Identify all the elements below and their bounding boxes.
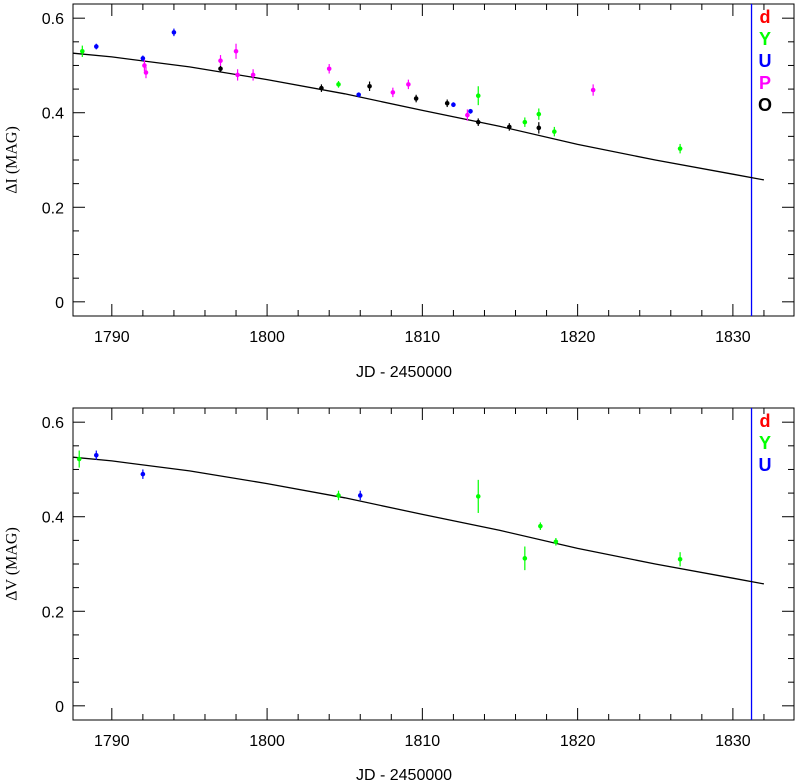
data-point bbox=[233, 48, 239, 54]
plot-frame bbox=[72, 407, 795, 721]
x-tick-label: 1810 bbox=[405, 733, 441, 750]
x-tick-label: 1790 bbox=[94, 733, 130, 750]
x-tick-label: 1830 bbox=[715, 329, 751, 346]
series-Y bbox=[76, 450, 683, 571]
data-point bbox=[356, 92, 361, 98]
data-point bbox=[590, 87, 596, 93]
data-point bbox=[677, 556, 683, 562]
data-point bbox=[336, 82, 341, 87]
data-point bbox=[406, 82, 411, 87]
legend-label-d: d bbox=[760, 411, 771, 431]
data-point bbox=[677, 146, 683, 151]
data-point bbox=[475, 93, 481, 99]
x-tick-label: 1830 bbox=[715, 733, 751, 750]
chart-panel-top: 1790 1800 1810 1820 1830 0 0.2 0.4 0.6 JD - 24500… bbox=[4, 3, 795, 381]
y-tick-label: 0.4 bbox=[42, 510, 64, 527]
data-point bbox=[93, 44, 99, 49]
y-tick-label: 0 bbox=[55, 295, 64, 312]
series-U bbox=[93, 450, 363, 501]
y-tick-label: 0.6 bbox=[42, 11, 64, 28]
data-point bbox=[468, 109, 473, 114]
data-point bbox=[475, 494, 481, 499]
data-point bbox=[413, 96, 419, 101]
data-point bbox=[357, 493, 363, 498]
data-point bbox=[390, 90, 396, 95]
data-point bbox=[326, 66, 332, 72]
data-point bbox=[522, 556, 528, 561]
legend-label-U: U bbox=[759, 51, 772, 71]
legend-label-d: d bbox=[760, 7, 771, 27]
data-point bbox=[250, 72, 256, 78]
data-point bbox=[553, 539, 559, 545]
data-point bbox=[140, 56, 146, 61]
x-tick-label: 1820 bbox=[560, 329, 596, 346]
data-point bbox=[475, 119, 481, 125]
legend-label-Y: Y bbox=[759, 29, 771, 49]
data-point bbox=[552, 129, 557, 134]
chart-panel-bottom: 1790 1800 1810 1820 1830 0 0.2 0.4 0.6 JD - 24500… bbox=[4, 407, 795, 783]
data-point bbox=[93, 452, 99, 458]
plot-frame bbox=[72, 3, 795, 317]
data-point bbox=[367, 83, 372, 89]
y-tick-label: 0.2 bbox=[42, 604, 64, 621]
y-tick-label: 0.4 bbox=[42, 106, 64, 123]
model-curve bbox=[72, 456, 765, 585]
data-point bbox=[142, 63, 147, 68]
x-tick-label: 1800 bbox=[249, 329, 285, 346]
data-point bbox=[76, 456, 82, 462]
model-curve bbox=[72, 52, 765, 181]
series-U bbox=[93, 28, 473, 114]
data-point bbox=[536, 111, 542, 117]
data-point bbox=[538, 523, 543, 529]
data-point bbox=[218, 58, 223, 64]
y-tick-label: 0 bbox=[55, 699, 64, 716]
y-tick-label: 0.2 bbox=[42, 200, 64, 217]
legend-label-O: O bbox=[758, 95, 772, 115]
legend-label-P: P bbox=[759, 73, 771, 93]
series-Y bbox=[80, 45, 683, 154]
data-point bbox=[319, 85, 324, 91]
y-axis-title: ΔI (MAG) bbox=[4, 126, 21, 194]
y-tick-label: 0.6 bbox=[42, 415, 64, 432]
data-point bbox=[171, 30, 177, 35]
data-point bbox=[451, 102, 456, 107]
data-point bbox=[80, 48, 85, 54]
data-point bbox=[465, 112, 470, 118]
legend-label-Y: Y bbox=[759, 433, 771, 453]
data-point bbox=[536, 125, 542, 131]
data-point bbox=[235, 72, 240, 78]
legend-label-U: U bbox=[759, 455, 772, 475]
x-axis-title: JD - 2450000 bbox=[356, 364, 452, 381]
x-axis-title: JD - 2450000 bbox=[356, 767, 452, 783]
data-point bbox=[140, 471, 146, 477]
data-point bbox=[218, 66, 223, 72]
x-tick-label: 1810 bbox=[405, 329, 441, 346]
data-point bbox=[143, 70, 149, 75]
x-tick-label: 1820 bbox=[560, 733, 596, 750]
x-tick-label: 1800 bbox=[249, 733, 285, 750]
y-axis-title: ΔV (MAG) bbox=[4, 527, 21, 601]
data-point bbox=[336, 493, 341, 498]
data-point bbox=[507, 124, 512, 130]
series-P bbox=[142, 43, 596, 121]
data-point bbox=[522, 119, 528, 125]
x-tick-label: 1790 bbox=[94, 329, 130, 346]
data-point bbox=[444, 100, 450, 106]
series-O bbox=[218, 65, 542, 134]
